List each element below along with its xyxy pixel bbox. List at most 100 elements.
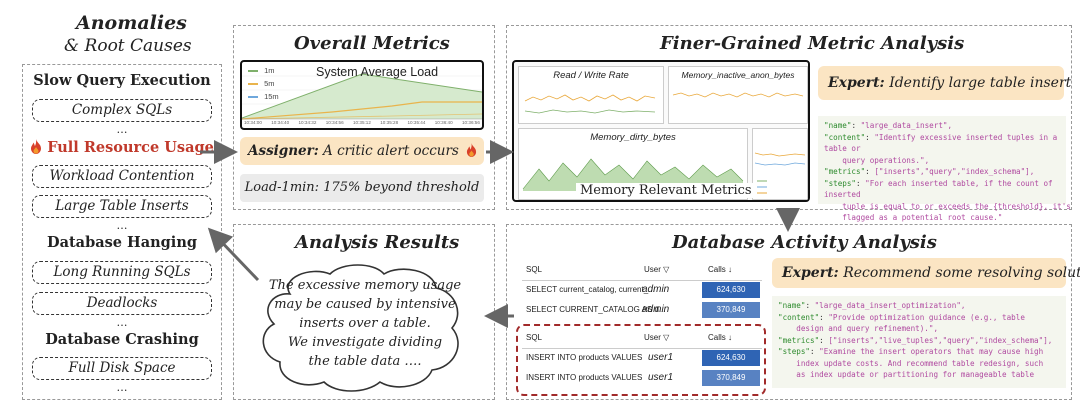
result-line: the table data …. — [308, 354, 422, 369]
x-tick: 10:34:32 — [298, 120, 317, 125]
legend-label: 5m — [264, 79, 275, 88]
code-line: query operations.", — [824, 155, 1060, 167]
legend-label: 15m — [264, 92, 279, 101]
db-activity-title: Database Activity Analysis — [672, 232, 937, 253]
code-value: ["inserts","live_tuples","query","index_… — [828, 335, 1053, 345]
expert-text: Recommend some resolving solution — [843, 265, 1080, 281]
table-row[interactable]: INSERT INTO products VALUES user1 370,84… — [522, 368, 762, 388]
system-load-chart: System Average Load 1m 5m 15m 10:34:00 1… — [240, 60, 484, 130]
ellipsis: … — [116, 123, 128, 136]
ellipsis: … — [116, 316, 128, 329]
result-line: We investigate dividing — [287, 335, 443, 350]
cause-deadlocks: Deadlocks — [32, 292, 212, 315]
overall-metrics-title: Overall Metrics — [294, 33, 450, 54]
code-key: "metrics" — [778, 335, 820, 345]
code-value: flagged as a potential root cause." — [824, 213, 1003, 222]
thought-cloud — [262, 264, 459, 392]
expert-recommend-code: "name": "large_data_insert_optimization"… — [772, 296, 1066, 388]
code-value: tuple is equal to or exceeds the {thresh… — [824, 201, 1071, 211]
code-key: "steps" — [824, 178, 857, 188]
analysis-results-text: The excessive memory usage may be caused… — [262, 276, 468, 371]
code-line: tuple is equal to or exceeds the {thresh… — [824, 201, 1071, 213]
assigner-label: Assigner: — [248, 143, 319, 159]
fire-icon — [466, 139, 477, 157]
code-value: "Provide optimization guidance (e.g., ta… — [828, 312, 1025, 322]
cause-complex-sqls: Complex SQLs — [32, 99, 212, 122]
code-value: "Examine the insert operators that may c… — [819, 347, 1044, 356]
load-chart-title: System Average Load — [316, 65, 439, 79]
header-user: User ▽ — [644, 265, 670, 274]
header-calls: Calls ↓ — [708, 265, 733, 274]
cause-workload-contention: Workload Contention — [32, 165, 212, 188]
legend-swatch — [248, 83, 258, 86]
load-5m-line — [242, 101, 482, 120]
code-key: "metrics" — [824, 167, 866, 176]
highlight-insert-rows — [516, 324, 766, 396]
code-key: "steps" — [778, 347, 811, 356]
category-full-resource-label: Full Resource Usage — [47, 139, 214, 156]
code-line: "name": "large_data_insert", — [824, 121, 953, 130]
code-key: "content" — [778, 312, 820, 322]
table-row[interactable]: INSERT INTO products VALUES user1 624,63… — [522, 348, 762, 368]
code-line: index update costs. And recommend table … — [778, 358, 1060, 370]
code-value: "For each inserted table, if the count o… — [824, 178, 1053, 200]
legend-label: 1m — [264, 66, 275, 75]
ellipsis: … — [116, 219, 128, 232]
code-line: as index update or partitioning for mana… — [778, 369, 1060, 381]
load-1m-area — [242, 74, 482, 119]
side-series-a — [754, 152, 806, 157]
code-value: design and query refinement).", — [778, 324, 939, 333]
x-tick: 10:35:44 — [407, 120, 426, 125]
table-header: SQL User ▽ Calls ↓ — [522, 260, 762, 281]
header-calls: Calls ↓ — [708, 333, 733, 342]
code-value: ["inserts","query","index_schema"], — [874, 167, 1035, 176]
expert-label: Expert: — [782, 265, 839, 281]
left-subtitle: & Root Causes — [64, 36, 192, 56]
left-title: Anomalies — [76, 12, 187, 34]
side-mini-chart — [752, 128, 808, 200]
result-line: The excessive memory usage — [268, 278, 462, 293]
side-series-b — [754, 162, 806, 166]
code-value: index update costs. And recommend table … — [778, 358, 1044, 368]
code-line: design and query refinement).", — [778, 323, 1060, 335]
analysis-results-title: Analysis Results — [295, 232, 460, 253]
code-key: "content" — [824, 132, 866, 142]
cell-calls: 370,849 — [702, 302, 760, 318]
code-key: "name" — [824, 121, 852, 130]
expert-label: Expert: — [828, 75, 885, 91]
x-tick: 10:34:56 — [325, 120, 344, 125]
inactive-anon-chart: Memory_inactive_anon_bytes — [668, 66, 808, 124]
expert-text: Identify large table insert — [889, 75, 1072, 91]
result-line: inserts over a table. — [299, 316, 431, 331]
cause-long-running-sqls: Long Running SQLs — [32, 261, 212, 284]
load-1m-line — [242, 73, 482, 119]
table-row[interactable]: SELECT current_catalog, current_... admi… — [522, 280, 762, 300]
code-line: "steps": "For each inserted table, if th… — [824, 178, 1053, 200]
sql-table-bottom: SQL User ▽ Calls ↓ INSERT INTO products … — [522, 328, 762, 388]
x-tick: 10:34:00 — [244, 120, 262, 125]
expert-identify-code: "name": "large_data_insert", "content": … — [818, 116, 1071, 222]
category-database-hanging: Database Hanging — [47, 234, 197, 251]
code-line: "content": "Provide optimization guidanc… — [778, 312, 1025, 322]
x-axis-ticks: 10:34:00 10:34:40 10:34:32 10:34:56 10:3… — [244, 120, 480, 125]
dirty-bytes-line — [522, 158, 744, 190]
x-tick: 10:35:12 — [353, 120, 371, 125]
cell-calls: 624,630 — [702, 350, 760, 366]
dirty-bytes-title: Memory_dirty_bytes — [590, 132, 676, 143]
x-tick: 10:35:28 — [380, 120, 399, 125]
cause-full-disk-space: Full Disk Space — [32, 357, 212, 380]
table-row[interactable]: SELECT CURRENT_CATALOG AS d... admin 370… — [522, 300, 762, 320]
read-series — [524, 94, 656, 102]
category-database-crashing: Database Crashing — [45, 331, 199, 348]
code-line: "steps": "Examine the insert operators t… — [778, 347, 1044, 356]
read-write-title: Read / Write Rate — [553, 70, 629, 81]
category-slow-query: Slow Query Execution — [33, 72, 211, 89]
memory-metrics-caption: Memory Relevant Metrics — [576, 183, 756, 198]
cell-sql: SELECT CURRENT_CATALOG AS d... — [526, 305, 666, 314]
code-value: query operations.", — [824, 155, 930, 165]
memory-metrics-screen: Read / Write Rate Memory_inactive_anon_b… — [512, 60, 810, 202]
header-sql: SQL — [526, 265, 543, 274]
cell-user: admin — [642, 284, 670, 295]
write-series — [524, 109, 656, 114]
ellipsis: … — [116, 381, 128, 394]
